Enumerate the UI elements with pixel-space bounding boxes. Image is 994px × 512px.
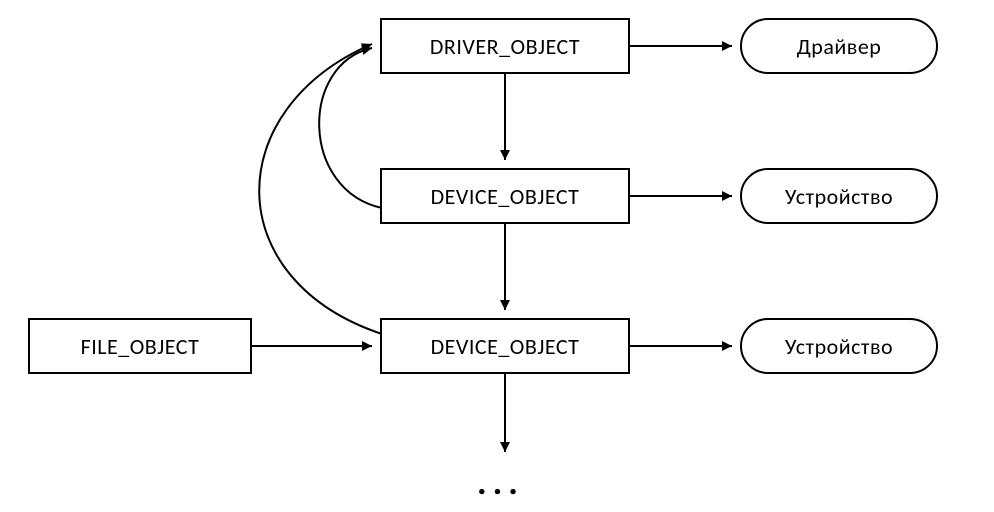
edges-layer bbox=[0, 0, 994, 512]
node-file_object: FILE_OBJECT bbox=[28, 318, 252, 374]
node-label-driver: Драйвер bbox=[797, 33, 882, 60]
node-device_object_2: DEVICE_OBJECT bbox=[380, 318, 630, 374]
node-driver_object: DRIVER_OBJECT bbox=[380, 18, 630, 74]
node-label-device_2: Устройство bbox=[785, 333, 893, 360]
node-label-driver_object: DRIVER_OBJECT bbox=[430, 33, 580, 60]
node-driver: Драйвер bbox=[740, 18, 938, 74]
node-label-file_object: FILE_OBJECT bbox=[81, 333, 200, 360]
edge-e8 bbox=[319, 48, 382, 208]
node-label-device_object_2: DEVICE_OBJECT bbox=[431, 333, 580, 360]
ellipsis-text: ... bbox=[477, 460, 524, 504]
node-device_2: Устройство bbox=[740, 318, 938, 374]
node-label-device_1: Устройство bbox=[785, 183, 893, 210]
edge-e9 bbox=[259, 44, 382, 334]
node-device_object_1: DEVICE_OBJECT bbox=[380, 168, 630, 224]
diagram-canvas: DRIVER_OBJECT DEVICE_OBJECT DEVICE_OBJECT F… bbox=[0, 0, 994, 512]
node-label-device_object_1: DEVICE_OBJECT bbox=[431, 183, 580, 210]
ellipsis-continuation: ... bbox=[477, 460, 524, 504]
node-device_1: Устройство bbox=[740, 168, 938, 224]
